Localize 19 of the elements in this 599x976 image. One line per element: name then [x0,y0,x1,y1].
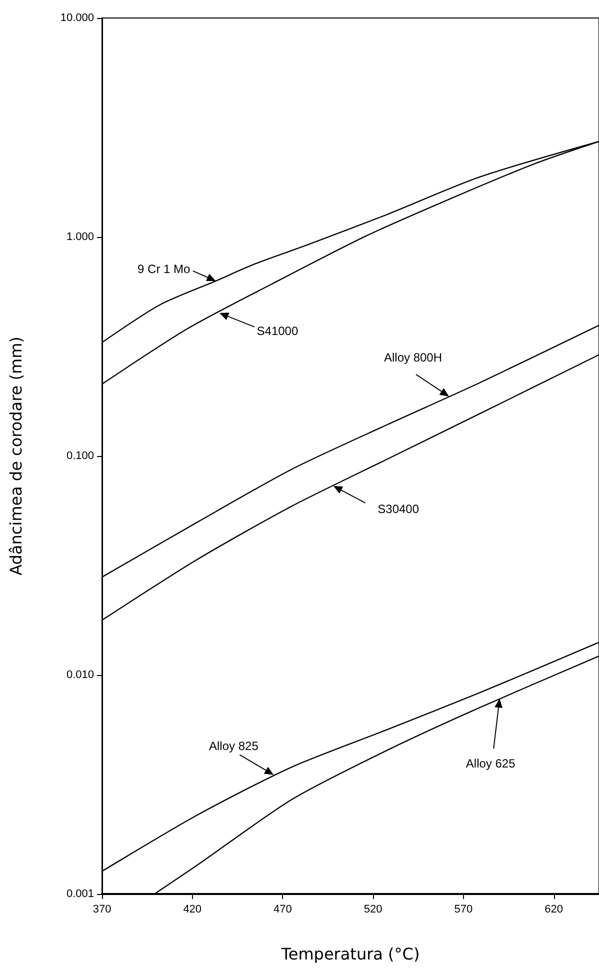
x-tick-label: 420 [183,904,202,916]
y-tick-label: 10.000 [60,12,94,24]
annotation: S41000 [256,324,298,338]
y-tick-label: 0.001 [66,888,94,900]
x-tick-label: 370 [92,904,112,916]
x-tick-label: 470 [274,904,292,916]
x-tick-label: 620 [544,904,563,916]
annotation: 9 Cr 1 Mo [138,262,191,276]
x-axis-title: Temperatura (°C) [280,944,420,964]
y-tick-label: 0.100 [66,450,94,462]
x-tick-label: 520 [364,904,382,916]
annotation: Alloy 625 [466,756,516,771]
y-axis-title: Adâncimea de corodare (mm) [6,336,26,576]
y-tick-label: 0.010 [66,669,94,681]
annotation: S30400 [378,502,420,516]
annotation: Alloy 825 [209,738,259,753]
y-tick-label: 1.000 [66,231,94,243]
annotation: Alloy 800H [384,350,442,364]
x-tick-label: 570 [454,904,473,916]
